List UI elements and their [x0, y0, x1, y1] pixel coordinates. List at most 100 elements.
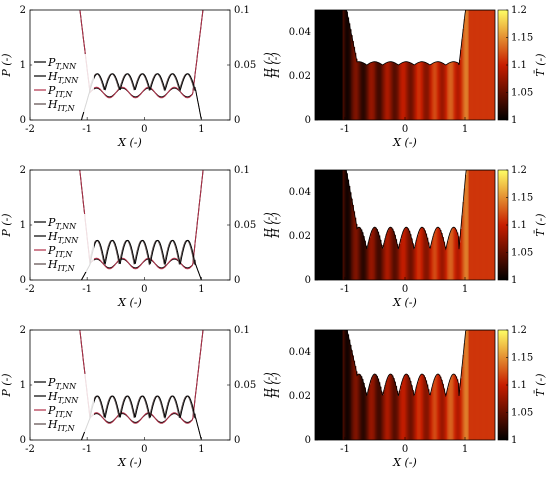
heat-cell [330, 10, 333, 120]
heat-cell [337, 330, 340, 440]
heat-cell [418, 231, 420, 280]
heat-cell [359, 61, 362, 120]
heat-cell [358, 374, 360, 440]
x-tick-label: -2 [25, 444, 35, 455]
heat-cell [369, 237, 371, 280]
heat-cell [333, 330, 335, 440]
heat-cell [447, 388, 449, 440]
heat-cell [471, 330, 473, 440]
y-axis-label: H (-) [269, 212, 282, 238]
heat-cell [358, 61, 360, 120]
heat-cell [442, 63, 444, 120]
heat-cell [365, 245, 368, 280]
heat-cell [378, 235, 381, 280]
legend-entry: PT,NN [47, 216, 77, 231]
heat-cell [437, 374, 440, 440]
heat-cell [423, 375, 425, 440]
x-tick-label: -1 [82, 444, 92, 455]
heat-cell [334, 330, 336, 440]
heat-cell [377, 378, 380, 440]
y2-axis-label: H (-) [262, 212, 275, 238]
heat-cell [490, 170, 492, 280]
heat-cell [342, 330, 345, 440]
heat-cell [403, 61, 406, 120]
heat-cell [325, 170, 328, 280]
heat-cell [383, 389, 386, 440]
heat-cell [381, 64, 383, 120]
heat-cell [346, 173, 348, 280]
legend-entry: PIT,N [47, 84, 73, 99]
heat-cell [414, 391, 417, 440]
heat-cell [421, 61, 424, 120]
heat-cell [367, 242, 370, 280]
heat-cell [432, 63, 435, 120]
heat-cell [424, 62, 426, 120]
heat-cell [467, 330, 470, 440]
heat-cell [479, 10, 482, 120]
heat-cell [393, 378, 395, 440]
heat-cell [408, 230, 411, 280]
heat-cell [442, 237, 444, 280]
heat-cell [438, 227, 441, 280]
heat-cell [454, 61, 456, 120]
x-tick-label: 0 [141, 444, 147, 455]
heat-cell [477, 170, 479, 280]
heat-cell [453, 227, 455, 280]
heat-cell [439, 62, 442, 120]
y-tick-label: 2 [20, 165, 26, 176]
heat-cell [405, 61, 407, 120]
y-tick-label: 0 [305, 435, 311, 446]
heat-cell [322, 10, 324, 120]
heat-cell [365, 392, 368, 440]
heat-cell [391, 228, 394, 280]
heat-cell [370, 62, 372, 120]
heat-cell [444, 246, 447, 280]
heat-cell [439, 229, 442, 280]
y2-tick-label: 0.1 [234, 325, 250, 336]
heat-cell [403, 228, 406, 280]
heat-cell [437, 227, 440, 280]
legend-entry: HIT,N [47, 258, 75, 273]
heat-cell [346, 11, 348, 120]
heat-cell [493, 10, 495, 120]
colorbar-tick-label: 1.1 [511, 220, 527, 231]
heat-cell [363, 236, 365, 280]
heat-cell [481, 10, 484, 120]
y-tick-label: 2 [20, 5, 26, 16]
heat-cell [360, 62, 363, 120]
y-tick-label: 0 [20, 275, 26, 286]
heat-cell [342, 10, 345, 120]
heat-cell [354, 366, 357, 440]
heat-cell [457, 236, 460, 280]
y-tick-label: 0 [20, 435, 26, 446]
heat-cell [424, 230, 426, 280]
colorbar-tick-label: 1.05 [511, 408, 533, 419]
heat-cell [465, 10, 467, 120]
heat-cell [420, 61, 423, 120]
heat-cell [381, 244, 383, 280]
heat-cell [384, 238, 387, 280]
heat-cell [437, 61, 440, 120]
heat-cell [357, 374, 359, 440]
y2-tick-label: 0.05 [234, 380, 256, 391]
heat-cell [407, 228, 410, 280]
heat-cell [351, 198, 353, 280]
series-ht-nn [80, 239, 202, 280]
heat-cell [361, 232, 364, 280]
y-tick-label: 0 [305, 275, 311, 286]
heat-cell [389, 227, 392, 280]
heat-cell [315, 330, 317, 440]
heat-cell [430, 245, 432, 280]
heat-cell [489, 330, 491, 440]
heat-cell [393, 231, 395, 280]
heat-cell [449, 62, 452, 120]
heat-cell [454, 227, 456, 280]
heat-cell [453, 61, 455, 120]
heat-cell [387, 62, 389, 120]
legend-entry: HIT,N [47, 418, 75, 433]
heat-cell [406, 227, 408, 280]
heat-cell [439, 376, 442, 440]
heat-cell [447, 241, 449, 280]
x-axis-label: X (-) [392, 296, 417, 309]
heat-cell [433, 62, 436, 120]
